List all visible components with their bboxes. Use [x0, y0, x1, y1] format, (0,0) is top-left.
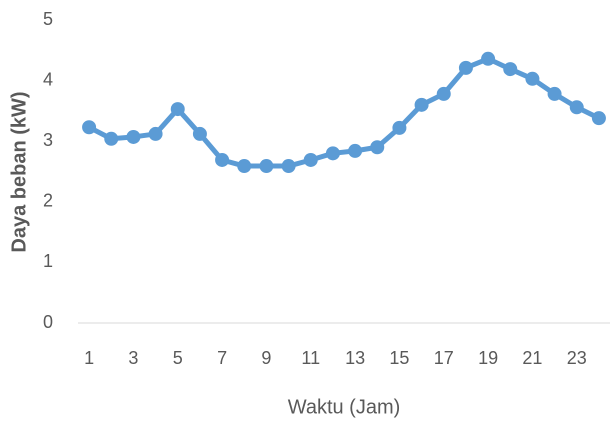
data-point: [392, 120, 407, 135]
data-point: [303, 152, 318, 167]
data-point: [348, 143, 363, 158]
data-point: [503, 62, 518, 77]
x-tick-label: 21: [522, 348, 542, 368]
x-tick-label: 9: [261, 348, 271, 368]
data-point: [126, 129, 141, 144]
data-point: [591, 111, 606, 126]
x-tick-label: 3: [128, 348, 138, 368]
data-point: [170, 102, 185, 117]
data-point: [325, 146, 340, 161]
x-tick-label: 7: [217, 348, 227, 368]
data-point: [259, 159, 274, 174]
series-line: [87, 56, 601, 169]
x-tick-label: 23: [567, 348, 587, 368]
data-point: [547, 86, 562, 101]
y-tick-label: 1: [43, 251, 53, 271]
data-point: [237, 159, 252, 174]
data-point: [458, 60, 473, 75]
data-point: [82, 120, 97, 135]
x-tick-label: 17: [434, 348, 454, 368]
y-tick-label: 4: [43, 69, 53, 89]
x-axis-title: Waktu (Jam): [288, 396, 401, 418]
data-point: [436, 86, 451, 101]
x-tick-label: 15: [389, 348, 409, 368]
data-point: [104, 131, 119, 146]
y-tick-label: 3: [43, 130, 53, 150]
data-point: [525, 71, 540, 86]
y-axis-title: Daya beban (kW): [8, 91, 30, 252]
x-tick-label: 19: [478, 348, 498, 368]
data-point: [281, 159, 296, 174]
data-point: [148, 126, 163, 141]
data-point: [569, 100, 584, 115]
data-point: [414, 97, 429, 112]
data-point: [215, 152, 230, 167]
y-tick-label: 5: [43, 9, 53, 29]
x-tick-label: 11: [301, 348, 320, 368]
x-tick-label: 13: [345, 348, 365, 368]
data-point: [370, 140, 385, 155]
y-tick-label: 0: [43, 312, 53, 332]
data-point: [481, 51, 496, 66]
x-tick-label: 1: [84, 348, 94, 368]
y-tick-label: 2: [43, 191, 53, 211]
x-tick-label: 5: [173, 348, 183, 368]
data-point: [192, 126, 207, 141]
